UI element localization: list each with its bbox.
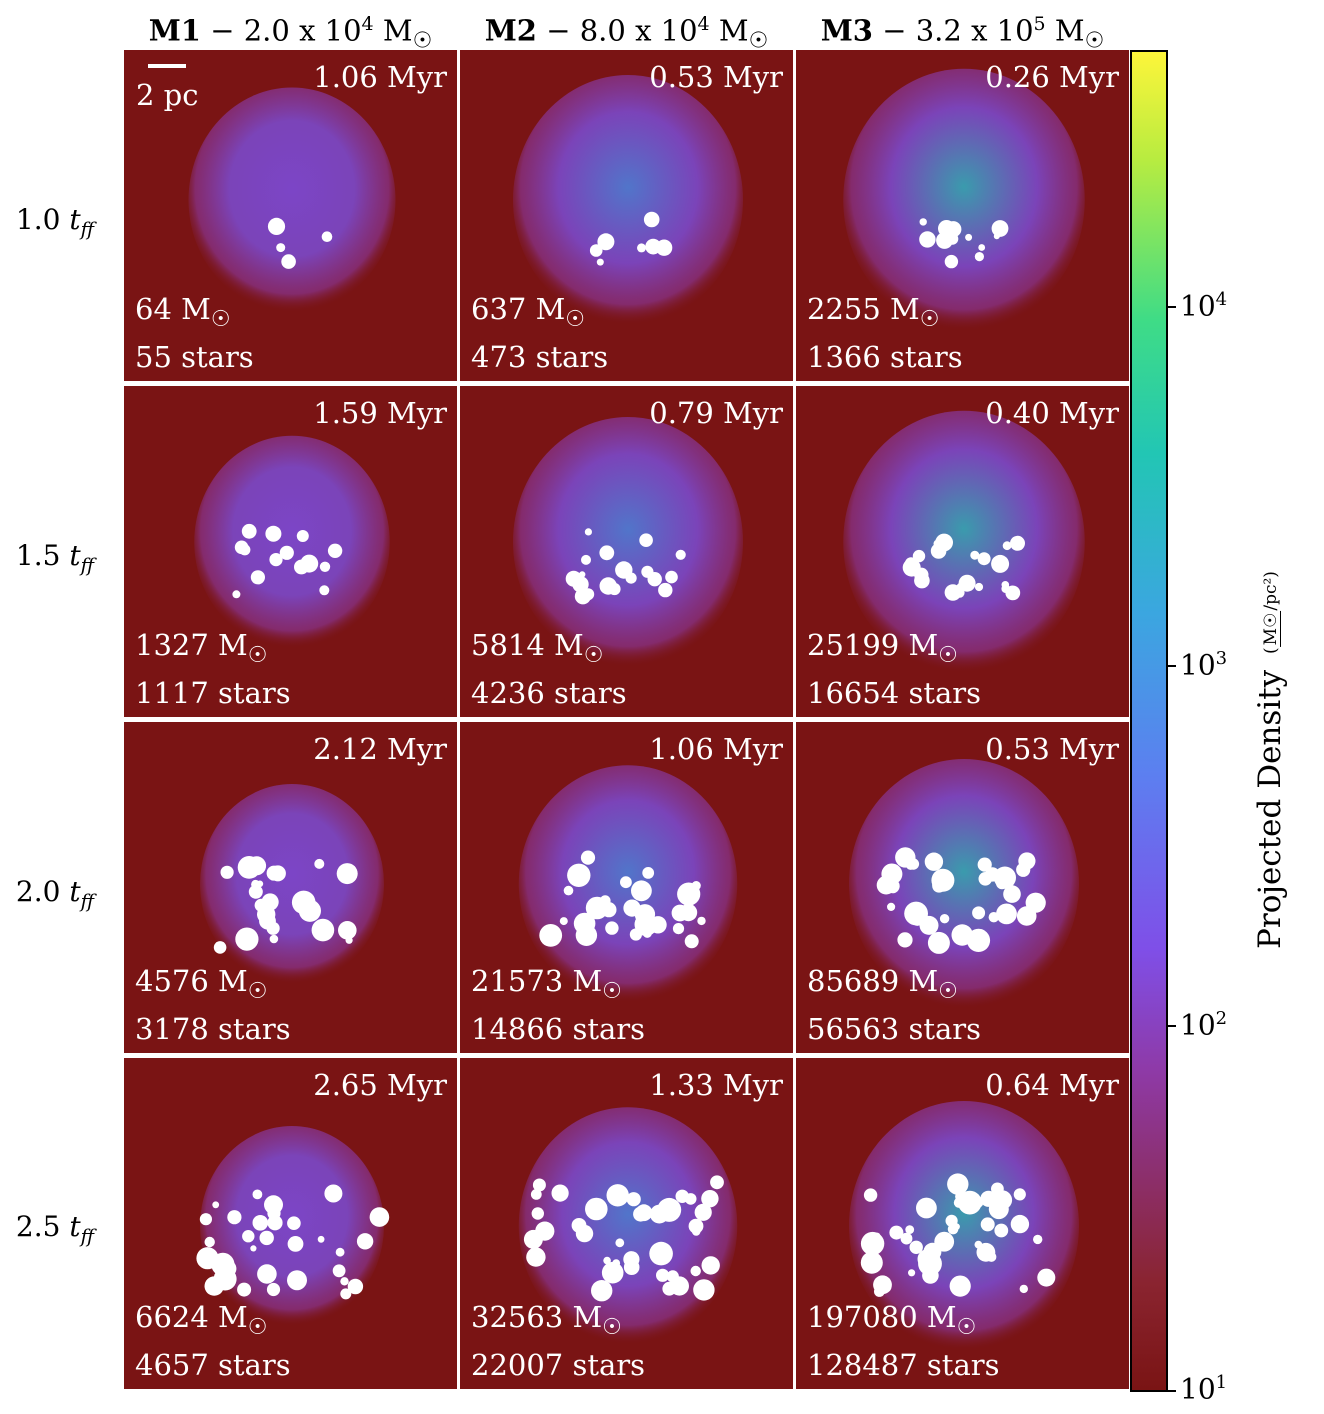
row-label-3: 2.0 tff [15,875,95,913]
panel-star-count: 22007 stars [471,1348,646,1382]
column-title-m2: M2 − 8.0 x 104 M☉ [484,13,769,54]
panel-r2-c1: 1.59 Myr 1327 M☉ 1117 stars [124,386,457,717]
colorbar-tick-label-2: 102 [1180,1008,1228,1042]
colorbar-tick-4 [1168,306,1176,308]
panel-stellar-mass: 5814 M☉ [471,628,604,668]
panel-time: 1.33 Myr [649,1068,783,1102]
panel-r1-c1: 1.06 Myr 64 M☉ 55 stars 2 pc [124,50,457,381]
panel-r2-c3: 0.40 Myr 25199 M☉ 16654 stars [796,386,1129,717]
panel-stellar-mass: 197080 M☉ [807,1300,977,1340]
density-map [188,87,396,313]
density-map [518,765,738,1003]
row-label-2: 1.5 tff [15,539,95,577]
density-map [518,1107,738,1345]
panel-star-count: 55 stars [135,340,254,374]
column-title-m3: M3 − 3.2 x 105 M☉ [820,13,1105,54]
row-label-1: 1.0 tff [15,203,95,241]
panel-time: 0.26 Myr [985,60,1119,94]
scale-bar-label: 2 pc [136,78,199,112]
panel-r4-c3: 0.64 Myr 197080 M☉ 128487 stars [796,1058,1129,1389]
panel-star-count: 3178 stars [135,1012,291,1046]
density-map [843,410,1085,674]
panel-r1-c2: 0.53 Myr 637 M☉ 473 stars [460,50,793,381]
panel-star-count: 56563 stars [807,1012,982,1046]
density-map [843,68,1085,332]
density-map [194,435,390,649]
panel-r2-c2: 0.79 Myr 5814 M☉ 4236 stars [460,386,793,717]
panel-star-count: 4236 stars [471,676,627,710]
density-map [513,417,743,667]
panel-stellar-mass: 4576 M☉ [135,964,268,1004]
density-map [200,784,384,984]
panel-star-count: 128487 stars [807,1348,1000,1382]
panel-r1-c3: 0.26 Myr 2255 M☉ 1366 stars [796,50,1129,381]
panel-stellar-mass: 2255 M☉ [807,292,940,332]
panel-r3-c1: 2.12 Myr 4576 M☉ 3178 stars [124,722,457,1053]
panel-time: 0.40 Myr [985,396,1119,430]
panel-time: 0.79 Myr [649,396,783,430]
colorbar-tick-label-3: 103 [1180,648,1228,682]
panel-stellar-mass: 21573 M☉ [471,964,622,1004]
panel-stellar-mass: 64 M☉ [135,292,231,332]
panel-stellar-mass: 25199 M☉ [807,628,958,668]
density-map [849,759,1079,1009]
panel-stellar-mass: 32563 M☉ [471,1300,622,1340]
panel-r3-c2: 1.06 Myr 21573 M☉ 14866 stars [460,722,793,1053]
colorbar-tick-1 [1168,1390,1176,1392]
colorbar-tick-3 [1168,665,1176,667]
density-map [513,75,743,325]
panel-stellar-mass: 637 M☉ [471,292,585,332]
colorbar [1130,50,1168,1392]
panel-stellar-mass: 6624 M☉ [135,1300,268,1340]
panel-time: 0.64 Myr [985,1068,1119,1102]
panel-time: 1.59 Myr [313,396,447,430]
colorbar-unit: (M☉/pc²) [1261,571,1281,654]
panel-time: 1.06 Myr [649,732,783,766]
panel-r4-c2: 1.33 Myr 32563 M☉ 22007 stars [460,1058,793,1389]
scale-bar [148,64,186,68]
panel-r3-c3: 0.53 Myr 85689 M☉ 56563 stars [796,722,1129,1053]
panel-time: 1.06 Myr [313,60,447,94]
colorbar-tick-label-4: 104 [1180,289,1228,323]
density-map [849,1101,1079,1351]
colorbar-tick-2 [1168,1025,1176,1027]
panel-star-count: 16654 stars [807,676,982,710]
column-title-m1: M1 − 2.0 x 104 M☉ [148,13,433,54]
panel-time: 0.53 Myr [985,732,1119,766]
colorbar-label: Projected Density (M☉/pc²) [1252,571,1288,949]
panel-time: 0.53 Myr [649,60,783,94]
panel-star-count: 4657 stars [135,1348,291,1382]
panel-time: 2.65 Myr [313,1068,447,1102]
panel-star-count: 1366 stars [807,340,963,374]
colorbar-tick-label-1: 101 [1180,1372,1228,1406]
panel-stellar-mass: 85689 M☉ [807,964,958,1004]
density-map [196,1126,390,1326]
panel-time: 2.12 Myr [313,732,447,766]
panel-r4-c1: 2.65 Myr 6624 M☉ 4657 stars [124,1058,457,1389]
panel-stellar-mass: 1327 M☉ [135,628,268,668]
panel-star-count: 14866 stars [471,1012,646,1046]
panel-star-count: 473 stars [471,340,609,374]
panel-star-count: 1117 stars [135,676,291,710]
row-label-4: 2.5 tff [15,1210,95,1248]
